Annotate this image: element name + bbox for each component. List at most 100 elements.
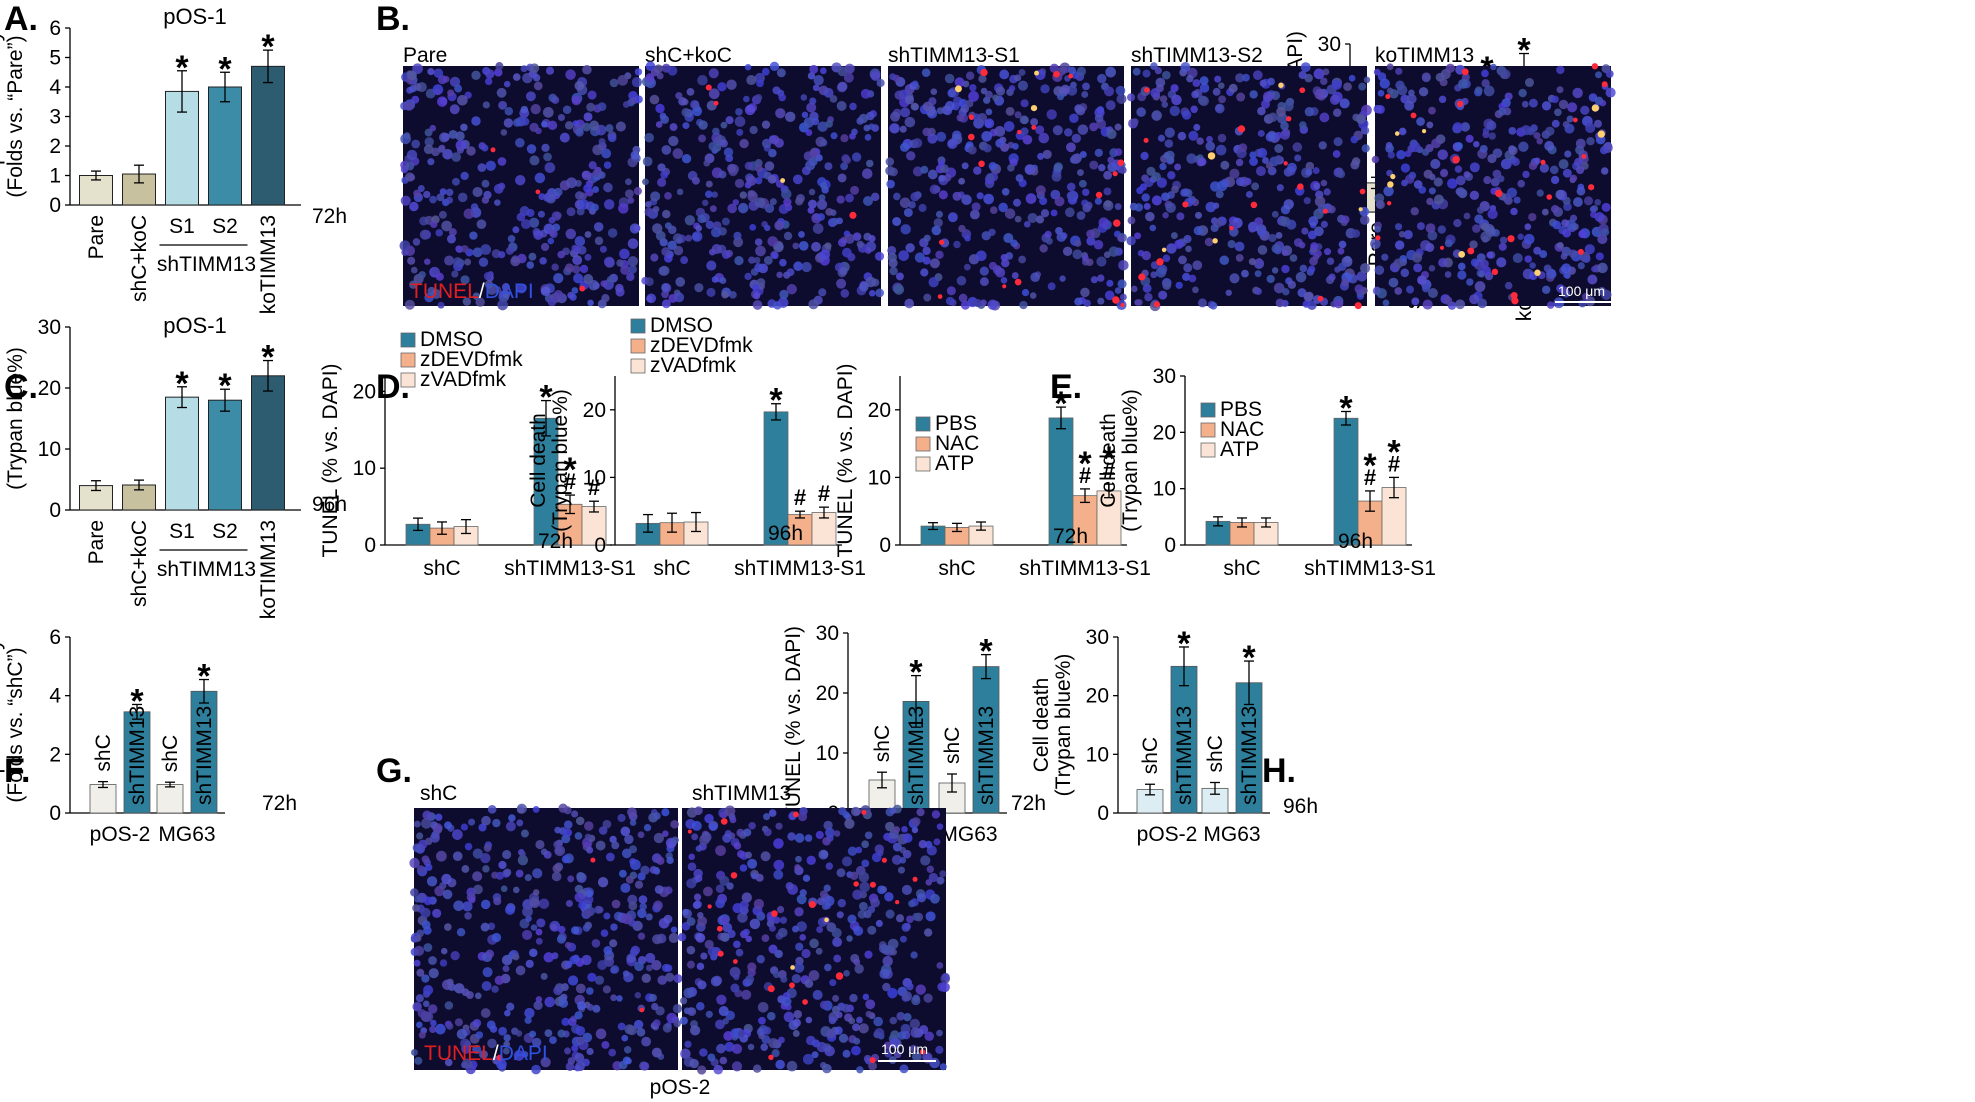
dapi-nucleus (743, 95, 750, 103)
dapi-nucleus (911, 826, 919, 834)
dapi-nucleus (577, 1036, 585, 1044)
dapi-nucleus (745, 851, 752, 859)
dapi-nucleus (1154, 67, 1162, 75)
dapi-nucleus (994, 125, 1006, 137)
dapi-nucleus (1280, 129, 1290, 140)
dapi-nucleus (829, 979, 837, 987)
dapi-nucleus (735, 948, 744, 957)
dapi-nucleus (637, 932, 646, 940)
dapi-nucleus (1421, 148, 1430, 156)
dapi-nucleus (423, 1011, 434, 1022)
dapi-nucleus (816, 926, 824, 933)
dapi-nucleus (945, 296, 955, 306)
dapi-nucleus (1174, 163, 1182, 171)
dapi-nucleus (694, 807, 702, 816)
dapi-nucleus (1423, 169, 1433, 179)
dapi-nucleus (863, 196, 873, 207)
dapi-nucleus (1310, 242, 1319, 251)
chart-c-timepoint: 96h (312, 493, 347, 516)
dapi-nucleus (1373, 68, 1381, 76)
dapi-nucleus (1238, 143, 1248, 153)
dapi-nucleus (805, 1016, 813, 1024)
dapi-nucleus (1498, 102, 1506, 110)
dapi-nucleus (697, 1065, 707, 1075)
micrograph-b-0 (399, 62, 643, 311)
dapi-nucleus (952, 130, 962, 141)
dapi-nucleus (526, 144, 537, 154)
chart-a-ytick-label: 4 (49, 76, 61, 99)
dapi-nucleus (1550, 175, 1560, 185)
dapi-nucleus (574, 1011, 583, 1020)
dapi-nucleus (1150, 271, 1158, 279)
dapi-nucleus (830, 132, 838, 140)
dapi-nucleus (524, 1016, 532, 1024)
chart-e1-legend-swatch (915, 416, 931, 432)
dapi-nucleus (1351, 229, 1361, 238)
dapi-nucleus (801, 111, 809, 119)
dapi-nucleus (893, 284, 905, 295)
tunel-positive-cell (730, 872, 738, 879)
dapi-nucleus (520, 65, 528, 73)
dapi-nucleus (964, 235, 971, 242)
dapi-nucleus (598, 138, 606, 146)
chart-h-bar-category-label: shC (1139, 737, 1162, 774)
dapi-nucleus (1019, 300, 1028, 310)
chart-c-bar (208, 399, 242, 511)
dapi-nucleus (1428, 187, 1436, 195)
dapi-nucleus (524, 1007, 535, 1019)
dapi-nucleus (741, 892, 752, 903)
dapi-nucleus (441, 220, 452, 232)
dapi-nucleus (621, 913, 633, 925)
dapi-nucleus (697, 916, 708, 927)
dapi-nucleus (574, 235, 586, 247)
dapi-nucleus (1539, 250, 1548, 259)
dapi-nucleus (1254, 217, 1264, 226)
dapi-nucleus (515, 965, 526, 976)
dapi-nucleus (1476, 206, 1485, 214)
dapi-nucleus (1422, 299, 1433, 310)
dapi-nucleus (609, 835, 617, 844)
dapi-nucleus (537, 210, 545, 218)
dapi-nucleus (416, 1021, 423, 1029)
dapi-nucleus (754, 238, 763, 246)
dapi-nucleus (936, 962, 944, 969)
dapi-nucleus (1382, 299, 1390, 307)
dapi-nucleus (1472, 224, 1481, 233)
dapi-nucleus (1513, 196, 1521, 204)
dapi-nucleus (906, 151, 916, 161)
tunel-positive-cell (861, 809, 867, 815)
chart-g-bar (972, 666, 1000, 814)
dapi-nucleus (426, 876, 438, 887)
dapi-nucleus (700, 952, 708, 960)
dapi-nucleus (682, 122, 690, 130)
panel-label-e: E. (1050, 368, 1082, 406)
dapi-nucleus (574, 892, 585, 903)
dapi-nucleus (1578, 230, 1587, 239)
dapi-nucleus (812, 989, 823, 1000)
dapi-nucleus (1582, 254, 1591, 264)
chart-g-bar-category-label: shC (941, 727, 964, 764)
dapi-nucleus (734, 116, 746, 127)
dapi-nucleus (1257, 106, 1266, 116)
dapi-nucleus (409, 201, 419, 212)
chart-d1-significance-star: * (563, 451, 577, 489)
tunel-positive-cell (768, 1054, 774, 1060)
dapi-nucleus (1524, 77, 1535, 88)
dapi-nucleus (460, 1038, 471, 1049)
dapi-nucleus (912, 1051, 922, 1062)
chart-d2-ytick-label: 10 (583, 466, 606, 489)
dapi-nucleus (609, 939, 618, 948)
dapi-nucleus (522, 906, 533, 918)
dapi-nucleus (625, 178, 632, 186)
dapi-nucleus (558, 998, 569, 1008)
dapi-nucleus (631, 77, 642, 88)
dapi-nucleus (649, 94, 660, 105)
dapi-nucleus (1104, 290, 1115, 301)
dapi-nucleus (628, 845, 638, 854)
dapi-nucleus (1433, 177, 1443, 187)
chart-d2-ytick-label: 20 (583, 399, 606, 422)
dapi-nucleus (807, 206, 815, 214)
dapi-nucleus (744, 104, 756, 116)
dapi-nucleus (682, 908, 689, 916)
